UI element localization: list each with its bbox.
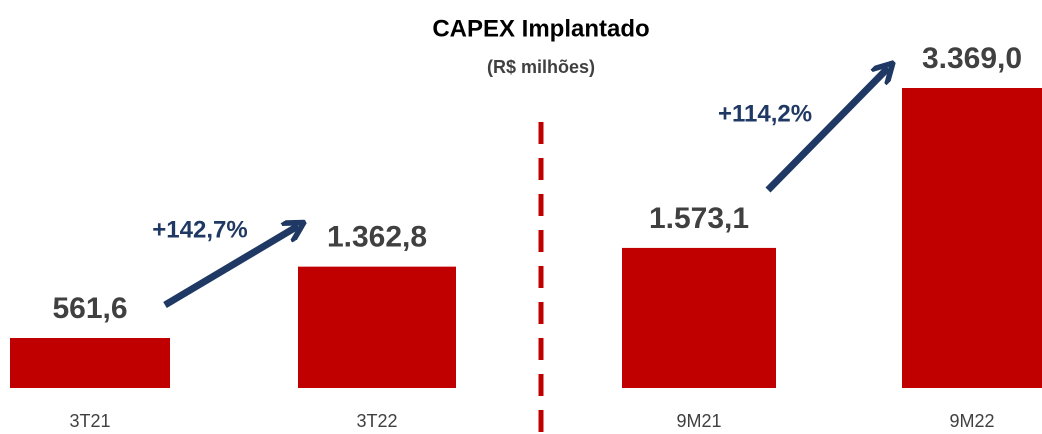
value-label: 1.573,1 (649, 202, 749, 235)
chart-title: CAPEX Implantado (432, 15, 649, 42)
chart-subtitle: (R$ milhões) (487, 57, 595, 77)
bar (622, 247, 776, 388)
x-tick-label: 9M22 (949, 411, 994, 431)
annotation: +142,7% (152, 216, 247, 243)
annotation: +114,2% (718, 100, 812, 127)
bar (10, 337, 170, 388)
growth-arrow (163, 226, 298, 309)
value-label: 1.362,8 (327, 221, 427, 254)
value-label: 3.369,0 (922, 42, 1022, 75)
growth-arrow (765, 68, 888, 193)
bar (902, 88, 1042, 388)
bar (298, 266, 456, 388)
x-tick-label: 3T22 (356, 411, 397, 431)
value-label: 561,6 (52, 292, 127, 325)
x-tick-label: 9M21 (676, 411, 721, 431)
x-tick-label: 3T21 (69, 411, 110, 431)
